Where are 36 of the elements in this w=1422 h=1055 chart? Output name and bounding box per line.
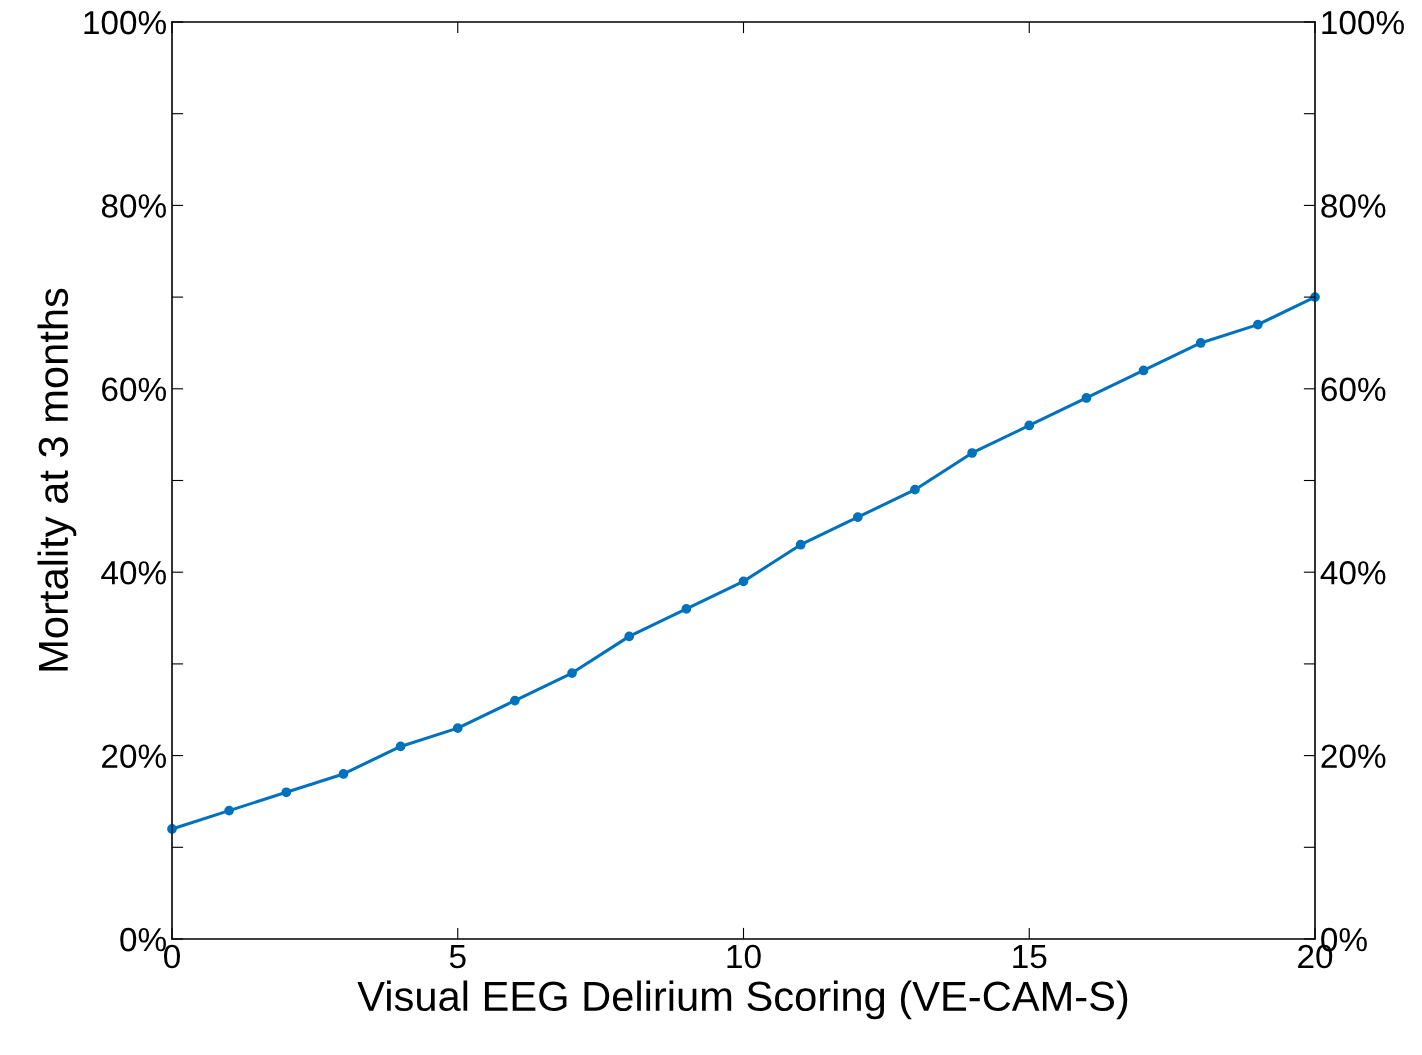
point	[738, 576, 749, 587]
y2-tick-label: 80%	[1321, 194, 1386, 218]
x-tick-label: 5	[449, 945, 466, 969]
point	[1138, 365, 1149, 376]
x-tick-label: 0	[164, 944, 180, 969]
point	[224, 805, 235, 816]
point	[795, 539, 806, 550]
point	[681, 604, 692, 614]
point	[567, 668, 577, 678]
y2-tick-label: 60%	[1321, 377, 1386, 402]
x-tick-label: 15	[1013, 945, 1047, 969]
y-tick-label: 40%	[101, 561, 166, 585]
x-tick-label: 10	[727, 944, 761, 969]
y2-tick-label: 40%	[1320, 561, 1386, 585]
point	[1252, 319, 1263, 330]
point	[452, 723, 463, 733]
y-tick-label: 100%	[84, 10, 166, 35]
y2-tick-label: 20%	[1321, 744, 1386, 769]
y-tick-label: 20%	[102, 744, 166, 769]
point	[910, 484, 920, 495]
y-tick-label: 80%	[101, 194, 166, 218]
point	[338, 769, 349, 779]
point	[281, 787, 292, 798]
point	[852, 512, 863, 523]
point	[1195, 338, 1206, 348]
y-tick-label: 60%	[102, 377, 166, 402]
point	[510, 695, 520, 706]
y2-tick-label: 100%	[1322, 10, 1404, 35]
point	[395, 741, 406, 752]
point	[1024, 420, 1035, 431]
y-tick-label: 0%	[120, 927, 166, 952]
point	[1081, 393, 1092, 403]
y-axis-title: Mortality at 3 months	[37, 288, 77, 671]
point	[967, 448, 977, 458]
point	[624, 631, 635, 642]
x-axis-title: Visual EEG Delirium Scoring (VE-CAM-S)	[357, 980, 1128, 1020]
